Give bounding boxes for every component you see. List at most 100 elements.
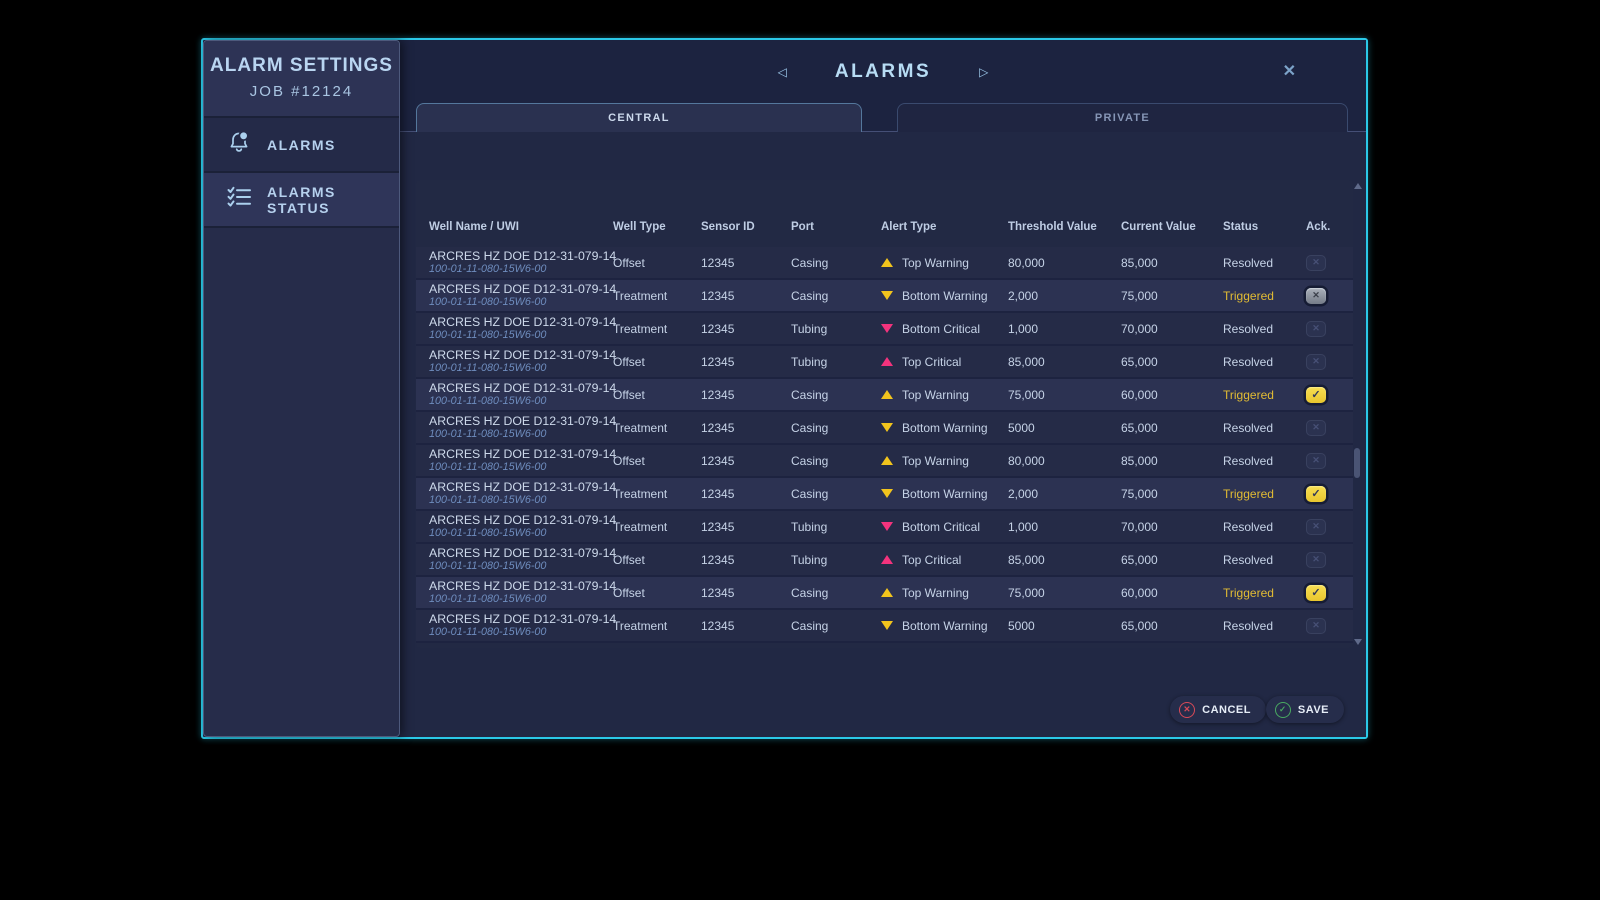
uwi: 100-01-11-080-15W6-00 (429, 560, 547, 573)
content-area: Well Name / UWI Well Type Sensor ID Port… (400, 132, 1366, 737)
alert-type-cell: Bottom Critical (881, 322, 1008, 336)
column-header: Status (1223, 221, 1259, 233)
table-row[interactable]: ARCRES HZ DOE D12-31-079-14 100-01-11-08… (416, 544, 1353, 577)
well-name-cell: ARCRES HZ DOE D12-31-079-14 100-01-11-08… (416, 612, 616, 639)
current-value-cell: 65,000 (1121, 552, 1158, 567)
job-number: JOB #12124 (249, 83, 354, 100)
sensor-id-cell: 12345 (701, 321, 735, 336)
well-name-cell: ARCRES HZ DOE D12-31-079-14 100-01-11-08… (416, 579, 616, 606)
well-name-cell: ARCRES HZ DOE D12-31-079-14 100-01-11-08… (416, 282, 616, 309)
alert-direction-icon (881, 258, 893, 267)
alert-type-label: Bottom Warning (902, 618, 988, 633)
scroll-up-icon[interactable] (1354, 183, 1362, 189)
table-row[interactable]: ARCRES HZ DOE D12-31-079-14 100-01-11-08… (416, 280, 1353, 313)
ack-cell: ✕ (1306, 320, 1353, 337)
scrollbar[interactable] (1352, 180, 1363, 648)
alert-type-cell: Bottom Warning (881, 619, 1008, 633)
scroll-down-icon[interactable] (1354, 639, 1362, 645)
ack-cell: ✕ (1306, 452, 1353, 469)
alert-type-label: Top Critical (902, 354, 962, 369)
table-row[interactable]: ARCRES HZ DOE D12-31-079-14 100-01-11-08… (416, 313, 1353, 346)
sensor-id-cell: 12345 (701, 486, 735, 501)
table-row[interactable]: ARCRES HZ DOE D12-31-079-14 100-01-11-08… (416, 346, 1353, 379)
ack-checkbox[interactable]: ✓ (1306, 584, 1326, 601)
well-type-cell: Offset (613, 387, 645, 402)
port-cell: Tubing (791, 552, 828, 567)
table-row[interactable]: ARCRES HZ DOE D12-31-079-14 100-01-11-08… (416, 577, 1353, 610)
threshold-value-cell: 2,000 (1008, 288, 1039, 303)
ack-cell: ✓ (1306, 584, 1353, 601)
table-row[interactable]: ARCRES HZ DOE D12-31-079-14 100-01-11-08… (416, 412, 1353, 445)
column-header: Current Value (1121, 221, 1196, 233)
table-row[interactable]: ARCRES HZ DOE D12-31-079-14 100-01-11-08… (416, 247, 1353, 280)
alert-type-label: Bottom Warning (902, 486, 988, 501)
tab-private[interactable]: PRIVATE (897, 103, 1348, 132)
save-button[interactable]: ✓ SAVE (1265, 696, 1344, 723)
threshold-value-cell: 1,000 (1008, 519, 1039, 534)
alert-direction-icon (881, 357, 893, 366)
sensor-id-cell: 12345 (701, 354, 735, 369)
port-cell: Tubing (791, 354, 828, 369)
sensor-id-cell: 12345 (701, 552, 735, 567)
port-cell: Tubing (791, 321, 828, 336)
alert-direction-icon (881, 489, 893, 498)
alert-type-cell: Top Critical (881, 553, 1008, 567)
threshold-value-cell: 80,000 (1008, 255, 1045, 270)
current-value-cell: 60,000 (1121, 585, 1158, 600)
well-name-cell: ARCRES HZ DOE D12-31-079-14 100-01-11-08… (416, 380, 617, 408)
next-page-icon[interactable]: ▷ (979, 64, 989, 79)
well-name: ARCRES HZ DOE D12-31-079-14 (429, 413, 617, 428)
uwi: 100-01-11-080-15W6-00 (429, 329, 547, 342)
alert-type-label: Top Warning (902, 585, 969, 600)
status-badge: Resolved (1223, 354, 1274, 369)
sensor-id-cell: 12345 (701, 519, 735, 534)
table-row[interactable]: ARCRES HZ DOE D12-31-079-14 100-01-11-08… (416, 478, 1353, 511)
prev-page-icon[interactable]: ◁ (777, 64, 787, 79)
alert-type-cell: Bottom Warning (881, 421, 1008, 435)
well-type-cell: Treatment (613, 420, 668, 435)
cancel-button[interactable]: ✕ CANCEL (1170, 696, 1266, 723)
status-badge: Resolved (1223, 618, 1274, 633)
alert-type-label: Top Warning (902, 255, 969, 270)
alert-direction-icon (881, 390, 893, 399)
table-row[interactable]: ARCRES HZ DOE D12-31-079-14 100-01-11-08… (416, 379, 1353, 412)
table-row[interactable]: ARCRES HZ DOE D12-31-079-14 100-01-11-08… (416, 511, 1353, 544)
current-value-cell: 65,000 (1121, 354, 1158, 369)
alert-direction-icon (881, 555, 893, 564)
well-name-cell: ARCRES HZ DOE D12-31-079-14 100-01-11-08… (416, 446, 617, 474)
well-name: ARCRES HZ DOE D12-31-079-14 (429, 512, 617, 527)
cancel-x-icon: ✕ (1179, 701, 1196, 718)
status-badge: Resolved (1223, 453, 1274, 468)
uwi: 100-01-11-080-15W6-00 (429, 395, 547, 408)
ack-checkbox[interactable]: ✓ (1306, 386, 1326, 403)
ack-checkbox[interactable]: ✕ (1306, 287, 1326, 304)
threshold-value-cell: 85,000 (1008, 552, 1045, 567)
ack-checkbox: ✕ (1306, 320, 1326, 337)
port-cell: Casing (791, 387, 829, 402)
sidebar-item-alarms-status[interactable]: ALARMS STATUS (204, 173, 399, 228)
well-name: ARCRES HZ DOE D12-31-079-14 (429, 380, 617, 395)
threshold-value-cell: 85,000 (1008, 354, 1045, 369)
alert-type-label: Bottom Warning (902, 420, 988, 435)
table-row[interactable]: ARCRES HZ DOE D12-31-079-14 100-01-11-08… (416, 445, 1353, 478)
well-name: ARCRES HZ DOE D12-31-079-14 (429, 446, 617, 461)
scrollbar-thumb[interactable] (1354, 448, 1360, 478)
threshold-value-cell: 5000 (1008, 420, 1035, 435)
status-badge: Resolved (1223, 321, 1274, 336)
threshold-value-cell: 80,000 (1008, 453, 1045, 468)
ack-checkbox: ✕ (1306, 353, 1326, 370)
uwi: 100-01-11-080-15W6-00 (429, 428, 547, 441)
tab-central[interactable]: CENTRAL (416, 103, 862, 132)
sidebar-item-alarms[interactable]: ALARMS (204, 118, 399, 173)
port-cell: Casing (791, 585, 829, 600)
sidebar-header: ALARM SETTINGS JOB #12124 (204, 41, 399, 118)
ack-cell: ✕ (1306, 254, 1353, 271)
table-row[interactable]: ARCRES HZ DOE D12-31-079-14 100-01-11-08… (416, 610, 1353, 643)
well-type-cell: Treatment (613, 288, 668, 303)
close-icon[interactable]: ✕ (1282, 63, 1296, 80)
current-value-cell: 70,000 (1121, 321, 1158, 336)
ack-checkbox[interactable]: ✓ (1306, 485, 1326, 502)
port-cell: Casing (791, 486, 829, 501)
well-type-cell: Treatment (613, 486, 668, 501)
